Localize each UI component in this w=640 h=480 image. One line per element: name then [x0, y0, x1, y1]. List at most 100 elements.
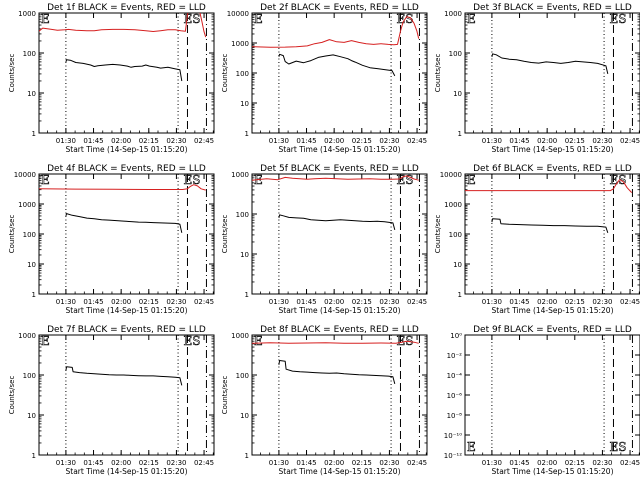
x-tick-label: 01:30 [482, 459, 502, 467]
y-tick-label: 10 [240, 412, 249, 420]
start-marker-label: E [254, 12, 263, 26]
x-tick-label: 02:00 [324, 459, 344, 467]
x-tick-label: 01:45 [83, 459, 103, 467]
end-marker-label: ES [609, 173, 626, 187]
lld-series-line [252, 175, 419, 181]
x-tick-label: 01:45 [296, 298, 316, 306]
x-tick-label: 02:30 [379, 459, 399, 467]
x-tick-label: 02:30 [379, 298, 399, 306]
y-tick-label: 100 [236, 372, 249, 380]
x-tick-label: 01:45 [509, 459, 529, 467]
x-tick-label: 01:30 [269, 459, 289, 467]
events-series-line [278, 214, 396, 231]
plot-frame [38, 12, 215, 134]
y-tick-label: 10 [240, 251, 249, 259]
detector-plot: Det 3f BLACK = Events, RED = LLD 1 10 100 10… [434, 3, 640, 154]
detector-plot: Det 5f BLACK = Events, RED = LLD 1 10 100 10… [221, 164, 428, 315]
y-tick-label: 10⁻¹⁰ [444, 432, 462, 440]
x-tick-label: 02:45 [194, 137, 214, 145]
x-tick-label: 01:45 [296, 459, 316, 467]
x-tick-label: 02:45 [194, 298, 214, 306]
x-tick-label: 01:30 [482, 137, 502, 145]
x-tick-label: 02:30 [166, 459, 186, 467]
y-axis-label: Counts/sec [434, 215, 442, 254]
x-axis-label: Start Time (14-Sep-15 01:15:20) [279, 145, 401, 154]
x-tick-label: 02:30 [592, 298, 612, 306]
start-marker-label: E [254, 334, 263, 348]
y-tick-label: 10 [27, 90, 36, 98]
x-tick-label: 02:00 [111, 459, 131, 467]
x-tick-label: 02:45 [407, 298, 427, 306]
y-tick-label: 1 [458, 291, 462, 299]
x-tick-label: 02:00 [324, 137, 344, 145]
detector-plot: Det 8f BLACK = Events, RED = LLD 1 10 100 10… [221, 325, 428, 476]
y-tick-label: 1 [32, 291, 36, 299]
y-tick-label: 10 [27, 412, 36, 420]
plot-title: Det 3f BLACK = Events, RED = LLD [473, 3, 632, 13]
x-tick-label: 02:15 [139, 459, 159, 467]
end-marker-label: ES [183, 173, 200, 187]
x-axis-label: Start Time (14-Sep-15 01:15:20) [492, 306, 614, 315]
events-series-line [278, 360, 396, 385]
y-axis-label: Counts/sec [8, 215, 16, 254]
x-tick-label: 02:00 [324, 298, 344, 306]
y-tick-label: 10 [453, 90, 462, 98]
x-tick-label: 02:45 [620, 137, 640, 145]
x-tick-label: 01:30 [56, 298, 76, 306]
plot-frame [464, 12, 640, 134]
x-tick-label: 02:15 [565, 459, 585, 467]
plot-frame [251, 334, 428, 456]
x-tick-label: 01:45 [296, 137, 316, 145]
y-tick-label: 1000 [18, 332, 36, 340]
plot-frame [38, 334, 215, 456]
start-marker-label: E [467, 173, 476, 187]
y-tick-label: 10⁻¹² [444, 452, 462, 460]
y-tick-label: 1000 [231, 332, 249, 340]
x-axis-label: Start Time (14-Sep-15 01:15:20) [279, 306, 401, 315]
x-tick-label: 02:15 [139, 298, 159, 306]
y-tick-label: 1 [245, 452, 249, 460]
x-tick-label: 02:30 [166, 298, 186, 306]
x-tick-label: 02:45 [194, 459, 214, 467]
y-tick-label: 1 [245, 130, 249, 138]
x-tick-label: 02:15 [139, 137, 159, 145]
y-axis-label: Counts/sec [434, 54, 442, 93]
x-axis-label: Start Time (14-Sep-15 01:15:20) [492, 145, 614, 154]
x-tick-label: 02:30 [379, 137, 399, 145]
y-tick-label: 10⁻⁴ [447, 372, 463, 380]
y-tick-label: 10⁻² [447, 352, 463, 360]
start-marker-label: E [41, 334, 50, 348]
detector-plot: Det 6f BLACK = Events, RED = LLD 1 10 100 10… [434, 164, 640, 315]
end-marker-label: ES [396, 334, 413, 348]
end-marker-label: ES [609, 12, 626, 26]
y-tick-label: 100 [236, 211, 249, 219]
lld-series-line [39, 13, 207, 38]
y-axis-label: Counts/sec [221, 376, 229, 415]
detector-plot: Det 4f BLACK = Events, RED = LLD 1 10 100 10… [8, 164, 215, 315]
y-tick-label: 100 [236, 70, 249, 78]
start-marker-label: E [467, 440, 476, 454]
y-tick-label: 10000 [227, 10, 249, 18]
y-tick-label: 10 [453, 261, 462, 269]
y-tick-label: 1000 [18, 10, 36, 18]
y-tick-label: 10000 [440, 171, 462, 179]
y-tick-label: 10 [27, 261, 36, 269]
y-tick-label: 1 [245, 291, 249, 299]
x-tick-label: 02:30 [592, 459, 612, 467]
x-tick-label: 01:30 [56, 459, 76, 467]
x-tick-label: 01:45 [83, 298, 103, 306]
x-tick-label: 02:45 [407, 137, 427, 145]
x-tick-label: 02:00 [537, 459, 557, 467]
lld-series-line [39, 184, 206, 191]
lld-series-line [465, 179, 633, 193]
x-tick-label: 01:30 [56, 137, 76, 145]
plot-title: Det 9f BLACK = Events, RED = LLD [473, 325, 632, 335]
x-axis-label: Start Time (14-Sep-15 01:15:20) [492, 467, 614, 476]
x-tick-label: 02:45 [620, 459, 640, 467]
x-tick-label: 01:45 [83, 137, 103, 145]
x-tick-label: 02:15 [352, 298, 372, 306]
x-tick-label: 02:00 [111, 137, 131, 145]
y-tick-label: 1000 [444, 10, 462, 18]
x-tick-label: 02:30 [592, 137, 612, 145]
